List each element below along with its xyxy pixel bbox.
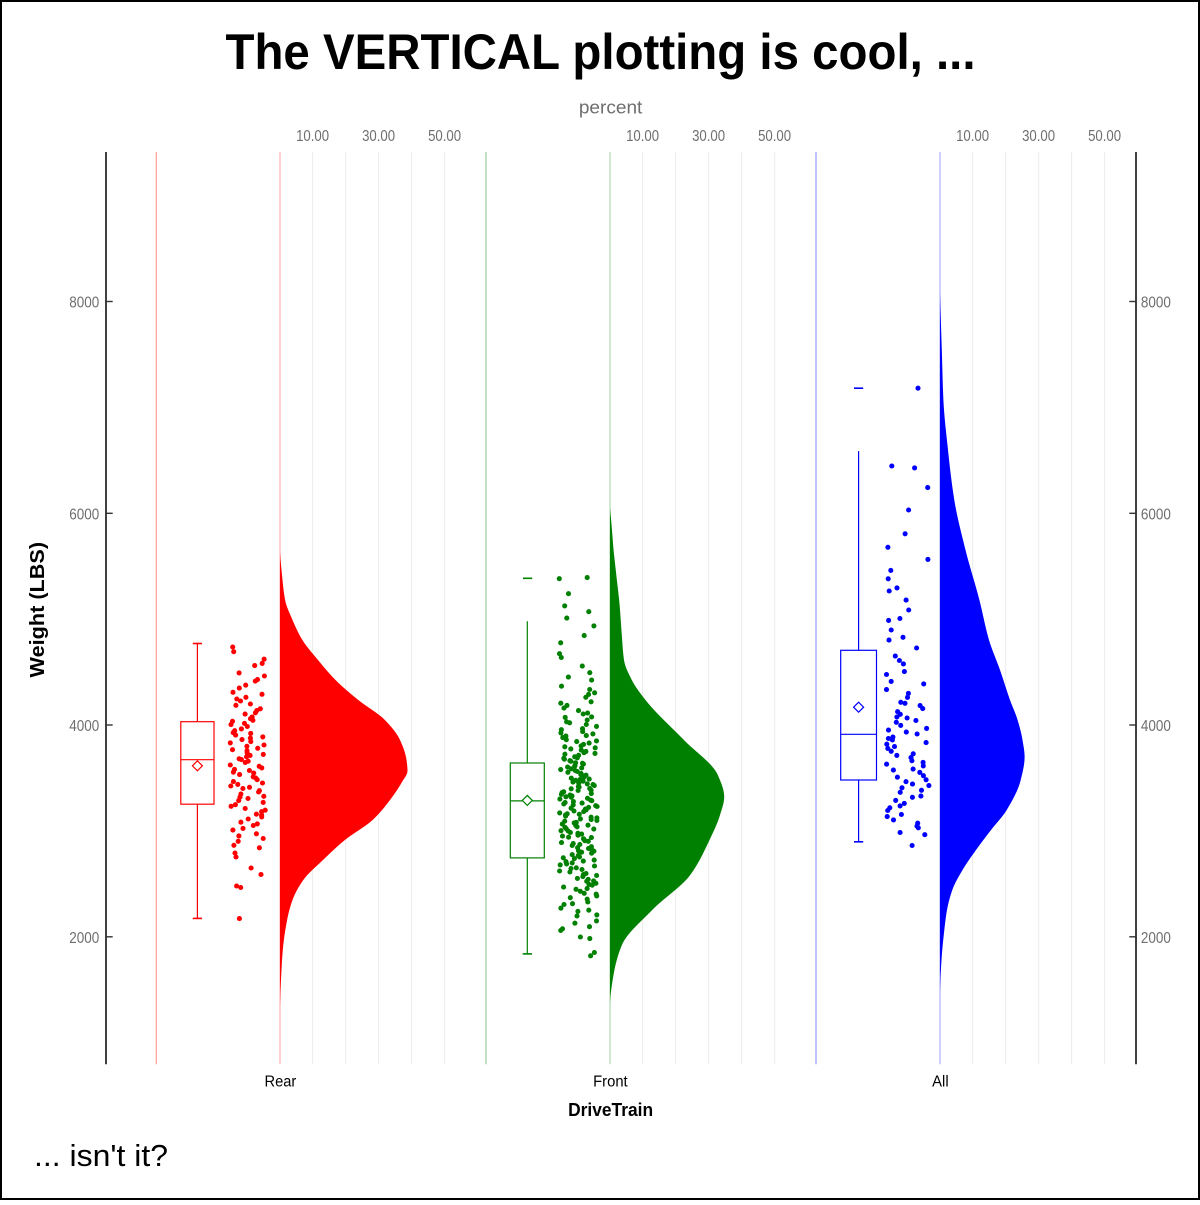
svg-text:6000: 6000: [69, 506, 99, 523]
svg-text:8000: 8000: [69, 295, 99, 312]
svg-text:4000: 4000: [1141, 718, 1171, 735]
svg-text:Rear: Rear: [265, 1073, 297, 1090]
svg-text:All: All: [932, 1073, 949, 1090]
svg-text:4000: 4000: [69, 718, 99, 735]
svg-text:DriveTrain: DriveTrain: [568, 1100, 653, 1120]
svg-text:Weight (LBS): Weight (LBS): [26, 542, 49, 678]
svg-text:2000: 2000: [1141, 930, 1171, 947]
svg-text:30.00: 30.00: [362, 128, 395, 145]
svg-text:percent: percent: [579, 97, 643, 118]
svg-text:30.00: 30.00: [1022, 128, 1055, 145]
svg-text:50.00: 50.00: [428, 128, 461, 145]
svg-text:50.00: 50.00: [758, 128, 791, 145]
svg-text:8000: 8000: [1141, 295, 1171, 312]
svg-text:10.00: 10.00: [956, 128, 989, 145]
svg-text:10.00: 10.00: [296, 128, 329, 145]
svg-text:Front: Front: [593, 1073, 628, 1090]
svg-text:10.00: 10.00: [626, 128, 659, 145]
svg-text:2000: 2000: [69, 930, 99, 947]
svg-text:The VERTICAL plotting is cool,: The VERTICAL plotting is cool, ...: [226, 24, 976, 80]
svg-text:6000: 6000: [1141, 506, 1171, 523]
svg-text:50.00: 50.00: [1088, 128, 1121, 145]
svg-text:... isn't it?: ... isn't it?: [34, 1138, 168, 1173]
svg-text:30.00: 30.00: [692, 128, 725, 145]
